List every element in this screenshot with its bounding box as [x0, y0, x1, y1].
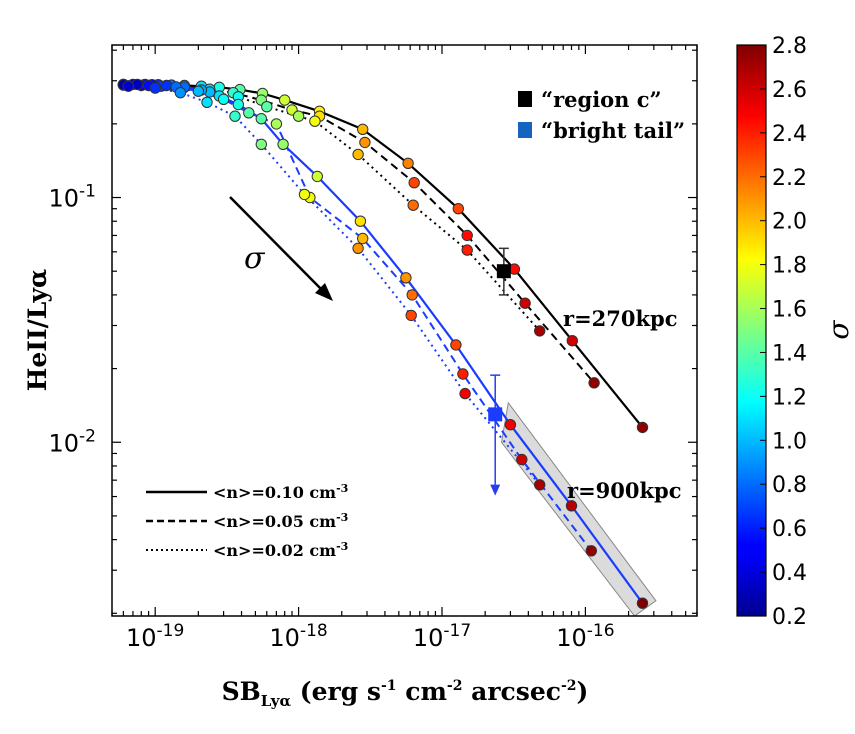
series-3-point-10	[311, 170, 323, 183]
x-tick-label-3: 10-16	[556, 621, 614, 652]
shaded-region	[500, 401, 657, 616]
series-3-point-9	[277, 138, 289, 151]
colorbar-tick-label-10: 2.2	[772, 166, 807, 191]
series-4-point-8	[357, 232, 369, 245]
colorbar-tick-label-7: 1.6	[772, 298, 807, 323]
x-axis-title: SBLyα (erg s-1 cm-2 arcsec-2)	[222, 677, 589, 710]
colorbar-gradient	[736, 44, 767, 617]
series-5-point-5	[255, 138, 267, 151]
colorbar-tick-label-1: 0.4	[772, 561, 807, 586]
sigma-arrow	[229, 196, 333, 301]
series-0-point-12	[357, 123, 369, 136]
series-5-point-8	[405, 309, 417, 322]
series-3-point-7	[232, 98, 245, 111]
legend-label-region-c: “region c”	[541, 87, 662, 112]
series-3-point-12	[400, 272, 412, 284]
density-legend: <n>=0.10 cm-3 <n>=0.05 cm-3 <n>=0.02 cm-…	[146, 482, 348, 561]
density-legend-label-0.02: <n>=0.02 cm-3	[213, 540, 348, 561]
annotation-sigma: σ	[244, 241, 266, 276]
series-5-point-2	[174, 87, 187, 99]
series-5-point-1	[149, 82, 161, 94]
colorbar-tick-label-0: 0.2	[772, 605, 807, 630]
plot-background	[112, 45, 697, 616]
y-tick-label-0: 10-1	[49, 182, 97, 213]
annotation-r270: r=270kpc	[563, 306, 678, 331]
series-0-point-10	[279, 94, 291, 106]
series-3-point-8	[255, 113, 267, 125]
series-3-point-15	[565, 500, 578, 512]
obs-1-upper-limit-arrow	[490, 484, 501, 496]
series-2-point-8	[352, 148, 364, 161]
colorbar-tick-label-9: 2.0	[772, 210, 807, 235]
series-2-point-11	[534, 325, 546, 337]
series-2-point-10	[461, 244, 473, 256]
legend-marker-region-c	[518, 91, 532, 107]
colorbar-tick-label-4: 1.0	[772, 429, 807, 454]
series-2-point-9	[407, 199, 419, 211]
series-4-point-5	[243, 107, 255, 119]
series-1-point-13	[588, 377, 600, 389]
legend-marker-bright-tail	[518, 122, 532, 138]
colorbar-tick-label-5: 1.2	[772, 385, 807, 410]
series-3-point-13	[450, 339, 462, 351]
observation-legend: “region c” “bright tail”	[518, 87, 685, 143]
series-4-point-10	[457, 368, 469, 380]
series-3-point-14	[504, 419, 517, 431]
series-5-point-9	[459, 387, 471, 400]
series-0-point-14	[452, 203, 464, 215]
series-5-point-6	[298, 188, 311, 201]
series-2-point-7	[309, 115, 321, 127]
series-1-point-11	[461, 229, 473, 242]
series-1-point-9	[359, 136, 371, 149]
colorbar: 0.2 0.4 0.6 0.8 1.0 1.2 1.4 1.6 1.8 2.0 2.2 2.4 2.6 2…	[736, 34, 855, 630]
series-1-point-10	[408, 177, 420, 189]
series-2-point-6	[292, 110, 305, 122]
series-3-point-3	[160, 79, 173, 92]
annotation-r900: r=900kpc	[567, 478, 682, 503]
plot-frame	[111, 44, 698, 617]
series-0-point-17	[636, 421, 649, 434]
series-4-point-11	[516, 453, 528, 466]
colorbar-tick-label-13: 2.8	[772, 34, 807, 59]
series-5-point-4	[229, 110, 241, 122]
colorbar-tick-label-3: 0.8	[772, 473, 807, 498]
x-tick-label-0: 10-19	[126, 621, 184, 652]
y-tick-label-1: 10-2	[49, 426, 97, 457]
colorbar-tick-label-11: 2.4	[772, 122, 807, 147]
y-axis-title: HeII/Lyα	[23, 269, 52, 392]
colorbar-tick-label-6: 1.4	[772, 341, 807, 366]
series-line-2	[128, 84, 541, 332]
series-4-point-4	[217, 93, 230, 106]
series-4-point-3	[192, 85, 205, 97]
series-5-point-7	[352, 242, 364, 255]
series-4-point-9	[406, 289, 418, 301]
colorbar-tick-label-8: 1.8	[772, 254, 807, 279]
colorbar-tick-label-12: 2.6	[772, 78, 807, 103]
series-5-point-0	[122, 80, 135, 92]
series-2-point-5	[261, 101, 273, 113]
obs-0-marker	[496, 264, 511, 279]
series-4-point-6	[270, 118, 283, 130]
colorbar-tick-label-2: 0.6	[772, 517, 807, 542]
x-tick-label-1: 10-18	[269, 621, 327, 652]
series-5-point-3	[201, 96, 213, 109]
series-5-point-10	[534, 479, 546, 491]
series-4-point-12	[585, 545, 597, 557]
x-tick-label-2: 10-17	[413, 621, 471, 652]
series-1-point-12	[519, 297, 531, 309]
density-legend-label-0.10: <n>=0.10 cm-3	[213, 482, 348, 503]
density-legend-label-0.05: <n>=0.05 cm-3	[213, 511, 348, 532]
series-0-point-16	[566, 335, 578, 347]
series-3-point-11	[354, 215, 367, 227]
legend-label-bright-tail: “bright tail”	[541, 118, 685, 143]
colorbar-title: σ	[822, 320, 855, 340]
obs-1-marker	[488, 407, 503, 422]
series-0-point-13	[402, 157, 414, 170]
series-3-point-16	[636, 597, 649, 609]
